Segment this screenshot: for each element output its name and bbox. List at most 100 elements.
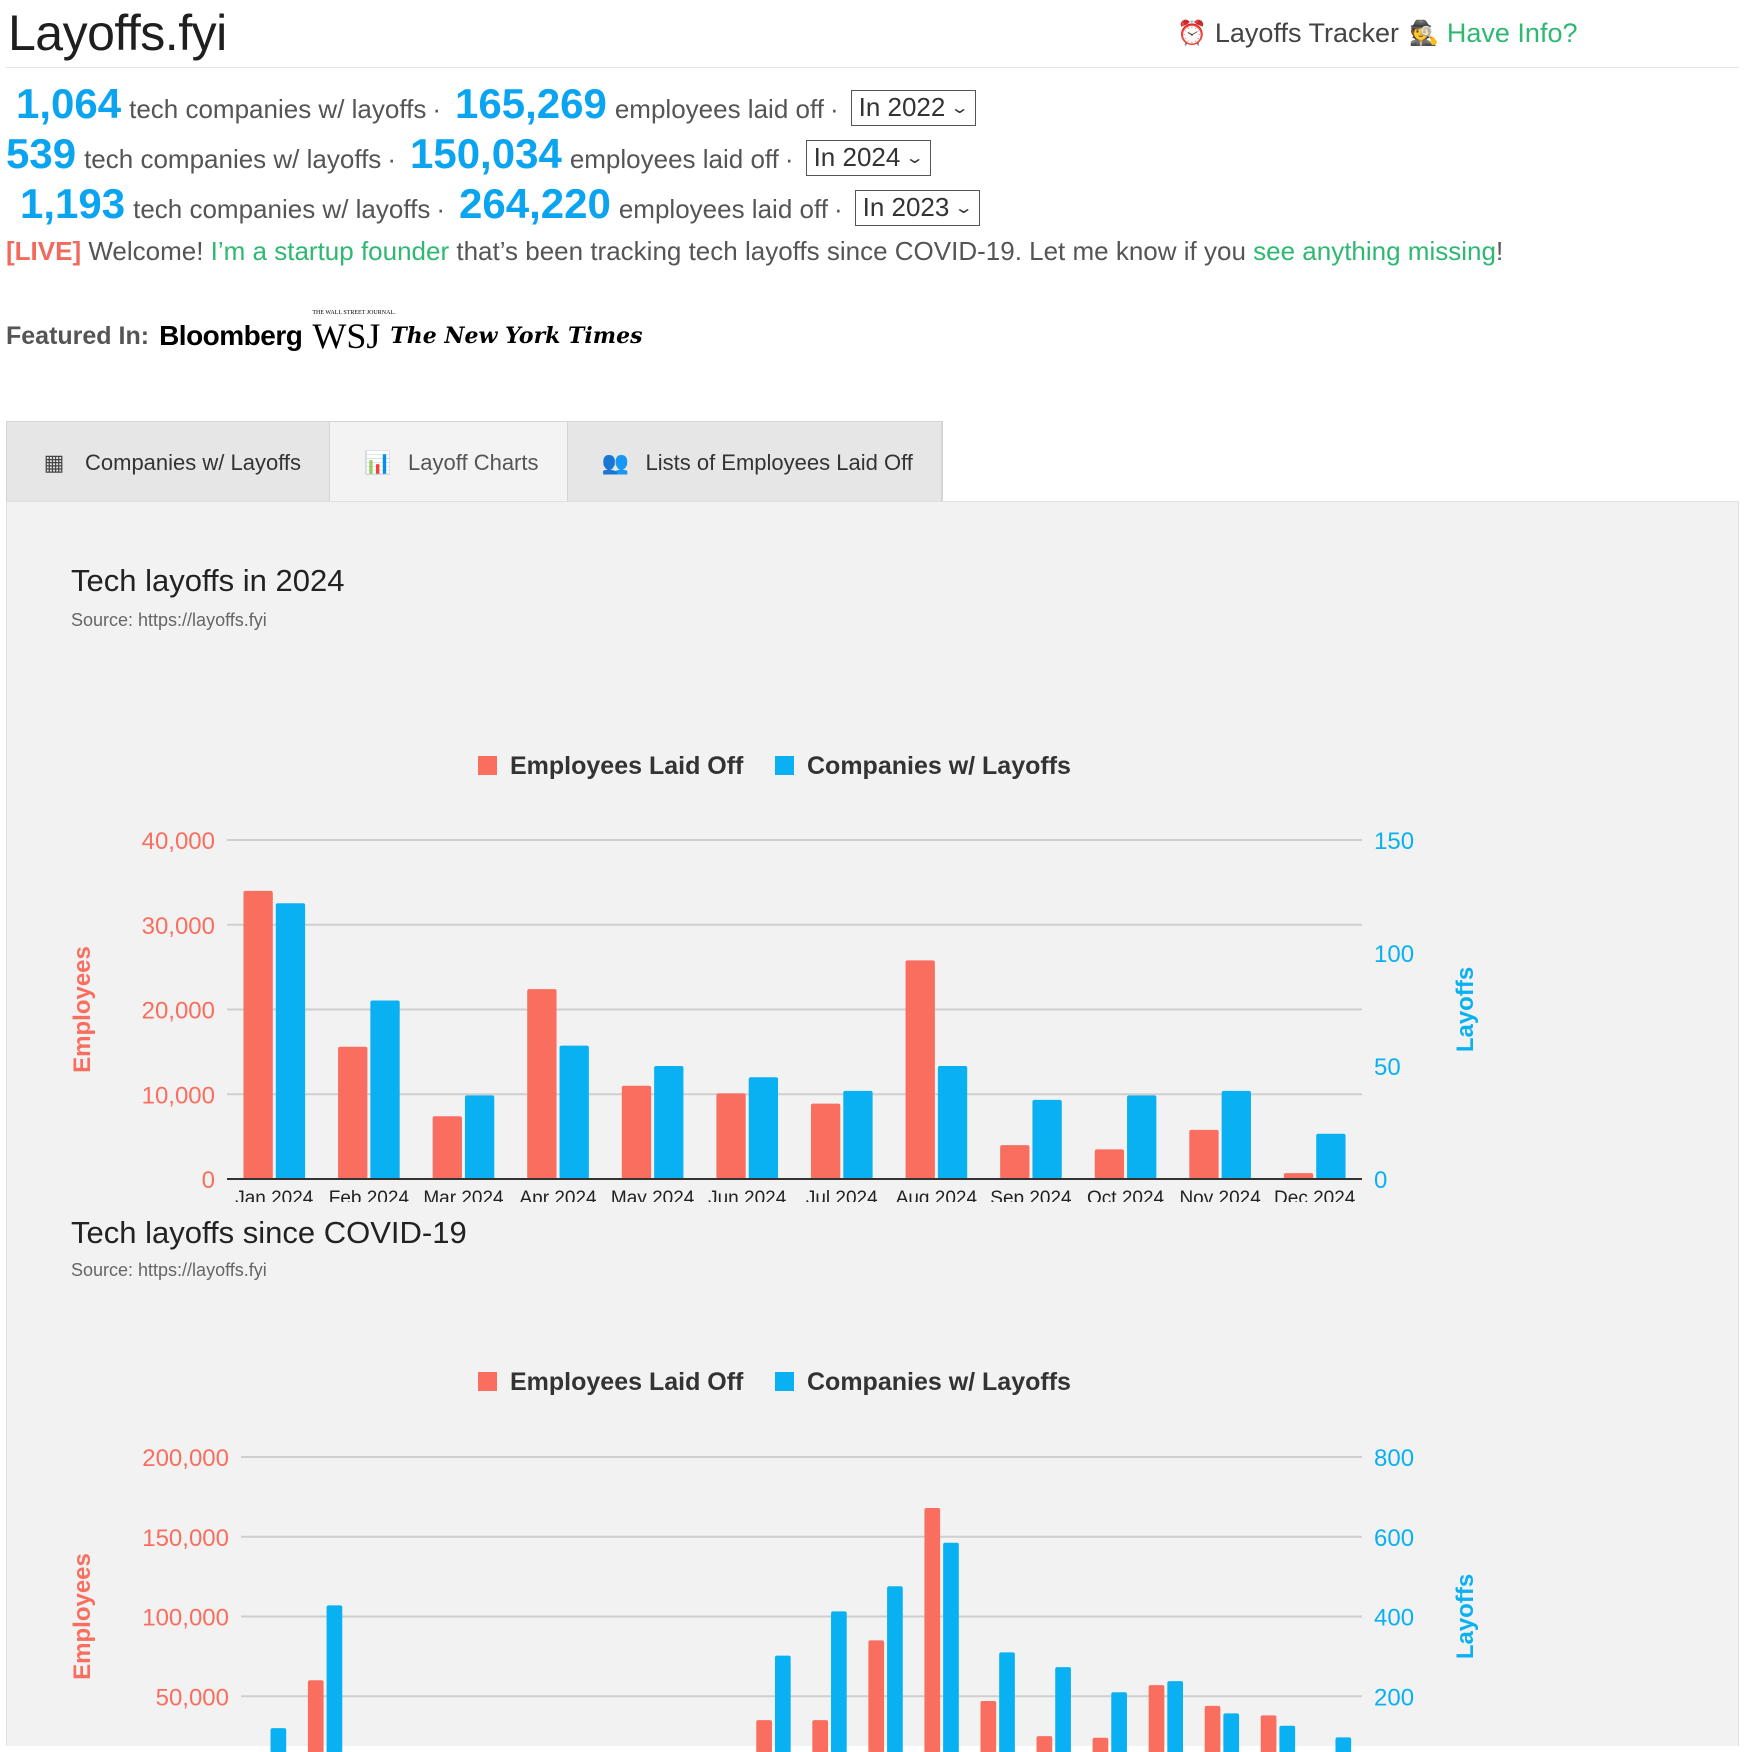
chart-2024: Employees Laid Off Companies w/ Layoffs 0 1…	[69, 752, 1479, 1202]
bar-companies[interactable]	[943, 1542, 959, 1752]
tab-bar: ▦ Companies w/ Layoffs 📊 Layoff Charts 👥…	[6, 421, 943, 503]
bar-companies[interactable]	[1111, 1692, 1127, 1752]
bar-employees[interactable]	[1260, 1715, 1277, 1752]
companies-count: 1,064	[16, 80, 122, 127]
y-tick-label: 40,000	[142, 828, 215, 855]
legend-swatch-employees	[478, 756, 497, 775]
charts-panel: Tech layoffs in 2024 Source: https://lay…	[6, 501, 1739, 1752]
chart-legend[interactable]: Employees Laid Off Companies w/ Layoffs	[478, 752, 1071, 780]
legend-swatch-companies	[775, 756, 794, 775]
bar-companies[interactable]	[464, 1095, 495, 1179]
bar-companies[interactable]	[270, 1728, 287, 1752]
users-icon: 👥	[601, 449, 629, 475]
bar-employees[interactable]	[1094, 1149, 1125, 1179]
employees-count: 165,269	[455, 80, 607, 127]
year-select-2022[interactable]: In 2022 ⌄	[850, 90, 976, 126]
legend-label-employees: Employees Laid Off	[510, 1368, 744, 1396]
bar-companies[interactable]	[654, 1066, 684, 1179]
year-select-value: In 2024	[813, 142, 901, 172]
y-tick-label: 150,000	[142, 1525, 229, 1552]
bar-companies[interactable]	[999, 1652, 1015, 1752]
bar-employees[interactable]	[1189, 1129, 1219, 1179]
wsj-logo-small: THE WALL STREET JOURNAL.	[312, 310, 396, 316]
bar-employees[interactable]	[980, 1701, 997, 1752]
bar-companies[interactable]	[1221, 1090, 1251, 1179]
bar-companies[interactable]	[1223, 1713, 1240, 1752]
bar-employees[interactable]	[1148, 1685, 1165, 1752]
have-info-label: Have Info?	[1446, 18, 1578, 48]
layoffs-tracker-link[interactable]: ⏰ Layoffs Tracker	[1177, 18, 1399, 49]
y-tick-label: 200,000	[142, 1445, 229, 1472]
welcome-middle-text: that’s been tracking tech layoffs since …	[449, 236, 1254, 266]
bar-companies[interactable]	[326, 1605, 343, 1752]
bar-companies[interactable]	[774, 1655, 791, 1752]
bar-companies[interactable]	[887, 1586, 903, 1752]
chart-source-2024: Source: https://layoffs.fyi	[71, 610, 267, 630]
welcome-end-text: !	[1495, 236, 1504, 266]
chart-source-covid: Source: https://layoffs.fyi	[71, 1260, 267, 1280]
bar-companies[interactable]	[1167, 1681, 1184, 1752]
tab-employee-lists[interactable]: 👥 Lists of Employees Laid Off	[567, 422, 942, 503]
bar-employees[interactable]	[1204, 1705, 1221, 1752]
bar-employees[interactable]	[716, 1093, 746, 1179]
bar-employees[interactable]	[756, 1720, 772, 1752]
legend-label-companies: Companies w/ Layoffs	[807, 752, 1071, 780]
bar-employees[interactable]	[868, 1640, 885, 1752]
chart-title-2024: Tech layoffs in 2024	[71, 563, 345, 598]
bar-companies[interactable]	[831, 1611, 847, 1752]
chevron-down-icon: ⌄	[954, 199, 975, 217]
bar-employees[interactable]	[1283, 1173, 1314, 1179]
welcome-text: Welcome!	[81, 236, 211, 266]
bar-companies[interactable]	[275, 903, 306, 1179]
see-anything-missing-link[interactable]: see anything missing	[1253, 236, 1496, 266]
bar-employees[interactable]	[432, 1116, 462, 1179]
bar-employees[interactable]	[1036, 1736, 1053, 1752]
live-tag: [LIVE]	[6, 236, 82, 266]
bar-employees[interactable]	[243, 890, 273, 1179]
tab-charts-label: Layoff Charts	[408, 449, 539, 475]
bar-companies[interactable]	[1335, 1737, 1352, 1752]
bar-employees[interactable]	[1092, 1737, 1109, 1752]
bloomberg-logo: Bloomberg	[159, 320, 303, 351]
chevron-down-icon: ⌄	[950, 99, 971, 117]
stats-row-2024: 539 tech companies w/ layoffs · 150,034 …	[6, 130, 931, 178]
bar-companies[interactable]	[370, 1000, 400, 1179]
bar-companies[interactable]	[1316, 1133, 1346, 1179]
y2-tick-label: 800	[1374, 1445, 1414, 1472]
separator: ·	[833, 194, 843, 224]
bar-employees[interactable]	[307, 1680, 324, 1752]
year-select-value: In 2022	[858, 92, 946, 122]
bar-chart-icon: 📊	[364, 449, 392, 475]
bar-companies[interactable]	[559, 1045, 589, 1179]
year-select-2024[interactable]: In 2024 ⌄	[805, 140, 931, 176]
bar-employees[interactable]	[1000, 1145, 1030, 1179]
chart-title-covid: Tech layoffs since COVID-19	[71, 1215, 467, 1250]
bar-employees[interactable]	[621, 1085, 652, 1179]
have-info-link[interactable]: 🕵 Have Info?	[1409, 18, 1577, 49]
chart-legend[interactable]: Employees Laid Off Companies w/ Layoffs	[478, 1368, 1071, 1396]
employees-label: employees laid off	[614, 94, 824, 124]
building-icon: ▦	[43, 449, 65, 475]
y2-tick-label: 400	[1374, 1605, 1414, 1632]
bar-employees[interactable]	[812, 1720, 829, 1752]
bar-companies[interactable]	[843, 1090, 873, 1179]
bar-employees[interactable]	[905, 960, 935, 1179]
bar-companies[interactable]	[1279, 1725, 1296, 1752]
bar-companies[interactable]	[937, 1066, 968, 1179]
y-axis-label: Employees	[69, 1553, 96, 1680]
y2-tick-label: 100	[1374, 941, 1414, 968]
tab-layoff-charts[interactable]: 📊 Layoff Charts	[330, 422, 568, 503]
bar-companies[interactable]	[1032, 1099, 1062, 1179]
year-select-2023[interactable]: In 2023 ⌄	[854, 190, 980, 226]
bar-companies[interactable]	[748, 1077, 779, 1179]
tab-companies[interactable]: ▦ Companies w/ Layoffs	[7, 422, 331, 503]
bar-employees[interactable]	[924, 1508, 941, 1752]
bar-employees[interactable]	[527, 989, 557, 1179]
bar-companies[interactable]	[1127, 1095, 1157, 1179]
bar-employees[interactable]	[338, 1046, 368, 1179]
site-logo[interactable]: Layoffs.fyi	[8, 5, 227, 61]
startup-founder-link[interactable]: I’m a startup founder	[210, 236, 450, 266]
bar-employees[interactable]	[810, 1103, 841, 1179]
bar-companies[interactable]	[1055, 1667, 1071, 1752]
employees-label: employees laid off	[618, 194, 828, 224]
